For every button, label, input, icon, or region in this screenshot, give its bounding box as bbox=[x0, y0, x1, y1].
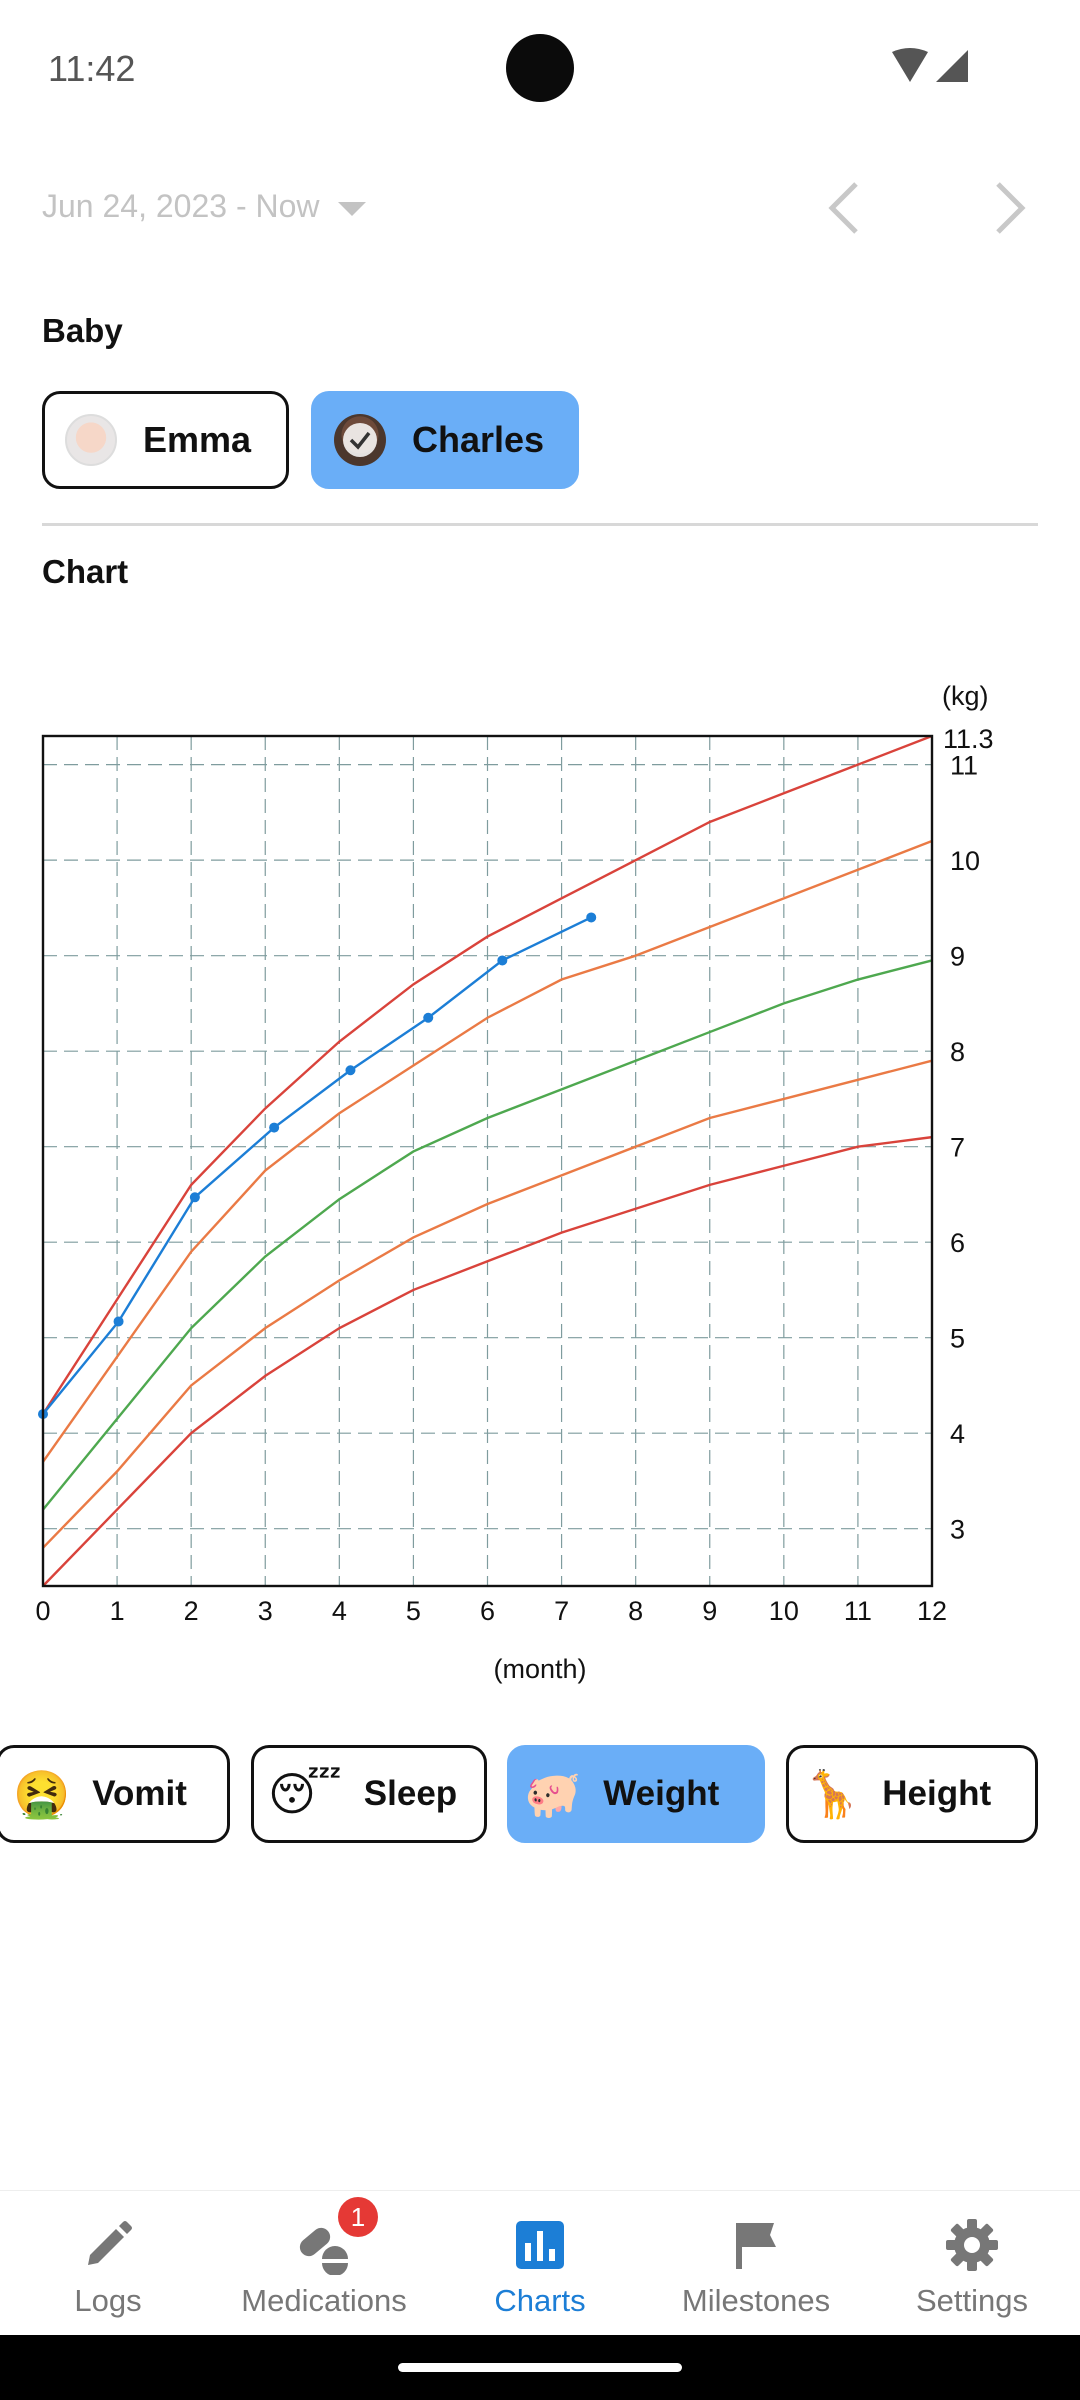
pencil-icon bbox=[88, 2221, 132, 2265]
x-tick-label: 7 bbox=[554, 1596, 569, 1626]
x-tick-label: 0 bbox=[35, 1596, 50, 1626]
wifi-icon bbox=[892, 48, 928, 82]
giraffe-icon: 🦒 bbox=[803, 1767, 861, 1820]
nav-label: Logs bbox=[74, 2283, 142, 2318]
y-tick-label: 4 bbox=[950, 1419, 965, 1449]
percentile-line-p50 bbox=[42, 959, 933, 1511]
gesture-bar bbox=[0, 2335, 1080, 2400]
x-tick-label: 3 bbox=[258, 1596, 273, 1626]
data-point bbox=[113, 1316, 124, 1327]
metric-label: Vomit bbox=[92, 1774, 187, 1813]
avatar bbox=[334, 414, 386, 466]
y-tick-label: 10 bbox=[950, 846, 980, 876]
flag-icon bbox=[736, 2223, 776, 2269]
nav-item-settings[interactable]: Settings bbox=[864, 2191, 1080, 2336]
data-point bbox=[586, 912, 597, 923]
metric-label: Height bbox=[882, 1774, 992, 1813]
bar-chart-icon bbox=[516, 2221, 564, 2269]
metric-button-vomit[interactable]: 🤮 Vomit bbox=[0, 1745, 230, 1843]
camera-cutout bbox=[506, 34, 574, 102]
y-tick-label: 9 bbox=[950, 942, 965, 972]
divider bbox=[42, 523, 1038, 526]
nav-label: Medications bbox=[241, 2283, 407, 2318]
y-tick-label: 6 bbox=[950, 1228, 965, 1258]
percentile-line-p3 bbox=[42, 1135, 933, 1587]
nav-label: Charts bbox=[494, 2283, 586, 2318]
y-tick-label: 8 bbox=[950, 1037, 965, 1067]
data-point bbox=[269, 1122, 280, 1133]
pill-icon bbox=[299, 2227, 348, 2275]
metric-button-weight[interactable]: 🐖 Weight bbox=[507, 1745, 765, 1843]
gear-icon bbox=[946, 2219, 998, 2271]
percentile-line-p85 bbox=[42, 839, 933, 1463]
data-point bbox=[497, 955, 508, 966]
baby-weight-line bbox=[42, 916, 592, 1415]
percentile-line-p97 bbox=[41, 734, 933, 1415]
sleep-icon: 😴 bbox=[268, 1768, 342, 1820]
x-tick-label: 6 bbox=[480, 1596, 495, 1626]
baby-name: Emma bbox=[143, 419, 252, 460]
x-tick-label: 4 bbox=[332, 1596, 347, 1626]
baby-chip-charles[interactable]: Charles bbox=[311, 391, 579, 489]
x-tick-label: 8 bbox=[628, 1596, 643, 1626]
nav-item-logs[interactable]: Logs bbox=[0, 2191, 216, 2336]
x-tick-label: 9 bbox=[702, 1596, 717, 1626]
chevron-right-icon bbox=[996, 182, 1026, 234]
signal-icons bbox=[892, 48, 968, 82]
date-range-dropdown[interactable]: Jun 24, 2023 - Now bbox=[42, 188, 366, 225]
home-indicator[interactable] bbox=[398, 2363, 682, 2372]
metric-label: Weight bbox=[603, 1774, 720, 1813]
next-period-button[interactable] bbox=[976, 178, 1036, 238]
cell-signal-icon bbox=[936, 50, 968, 82]
vomit-icon: 🤮 bbox=[13, 1767, 71, 1820]
nav-label: Settings bbox=[915, 2283, 1028, 2318]
x-tick-label: 11 bbox=[844, 1596, 872, 1626]
x-tick-label: 2 bbox=[184, 1596, 199, 1626]
x-tick-label: 1 bbox=[110, 1596, 125, 1626]
weight-growth-chart: 0 1 2 3 4 5 6 7 8 9 10 11 123456789101111.3(kg)(mont… bbox=[35, 681, 994, 1684]
x-tick-label: 10 bbox=[769, 1596, 799, 1626]
nav-label: Milestones bbox=[681, 2283, 831, 2318]
x-axis-label: (month) bbox=[493, 1654, 586, 1684]
y-tick-label: 7 bbox=[950, 1133, 965, 1163]
nav-item-medications[interactable]: 1 Medications bbox=[216, 2191, 432, 2336]
date-range-label: Jun 24, 2023 - Now bbox=[42, 188, 320, 224]
bottom-navigation: Logs 1 Medications Charts Milestones bbox=[0, 2190, 1080, 2336]
metric-button-height[interactable]: 🦒 Height bbox=[786, 1745, 1038, 1843]
x-tick-label: 5 bbox=[406, 1596, 421, 1626]
baby-chip-emma[interactable]: Emma bbox=[42, 391, 289, 489]
metric-button-sleep[interactable]: 😴 Sleep bbox=[251, 1745, 487, 1843]
metric-label: Sleep bbox=[363, 1774, 458, 1813]
chevron-left-icon bbox=[828, 182, 858, 234]
previous-period-button[interactable] bbox=[818, 178, 878, 238]
x-tick-label: 12 bbox=[917, 1596, 947, 1626]
caret-down-icon bbox=[337, 201, 366, 216]
chart-section-label: Chart bbox=[42, 553, 129, 590]
notification-badge: 1 bbox=[338, 2197, 378, 2237]
avatar bbox=[65, 414, 117, 466]
y-tick-label: 11 bbox=[950, 751, 978, 781]
data-point bbox=[189, 1192, 200, 1203]
baby-name: Charles bbox=[412, 419, 545, 460]
y-tick-label: 5 bbox=[950, 1324, 965, 1354]
nav-item-charts[interactable]: Charts bbox=[432, 2191, 648, 2336]
y-tick-label: 3 bbox=[950, 1515, 965, 1545]
data-point bbox=[423, 1012, 434, 1023]
status-bar: 11:42 bbox=[0, 0, 1080, 130]
check-icon bbox=[343, 423, 377, 457]
pig-icon: 🐖 bbox=[524, 1767, 582, 1820]
y-max-label: 11.3 bbox=[943, 724, 994, 754]
data-point bbox=[345, 1065, 356, 1076]
plot-frame bbox=[41, 734, 934, 1588]
percentile-line-p15 bbox=[42, 1059, 933, 1549]
baby-section-label: Baby bbox=[42, 312, 123, 349]
status-time: 11:42 bbox=[48, 48, 136, 89]
nav-item-milestones[interactable]: Milestones bbox=[648, 2191, 864, 2336]
y-axis-label: (kg) bbox=[942, 681, 989, 711]
